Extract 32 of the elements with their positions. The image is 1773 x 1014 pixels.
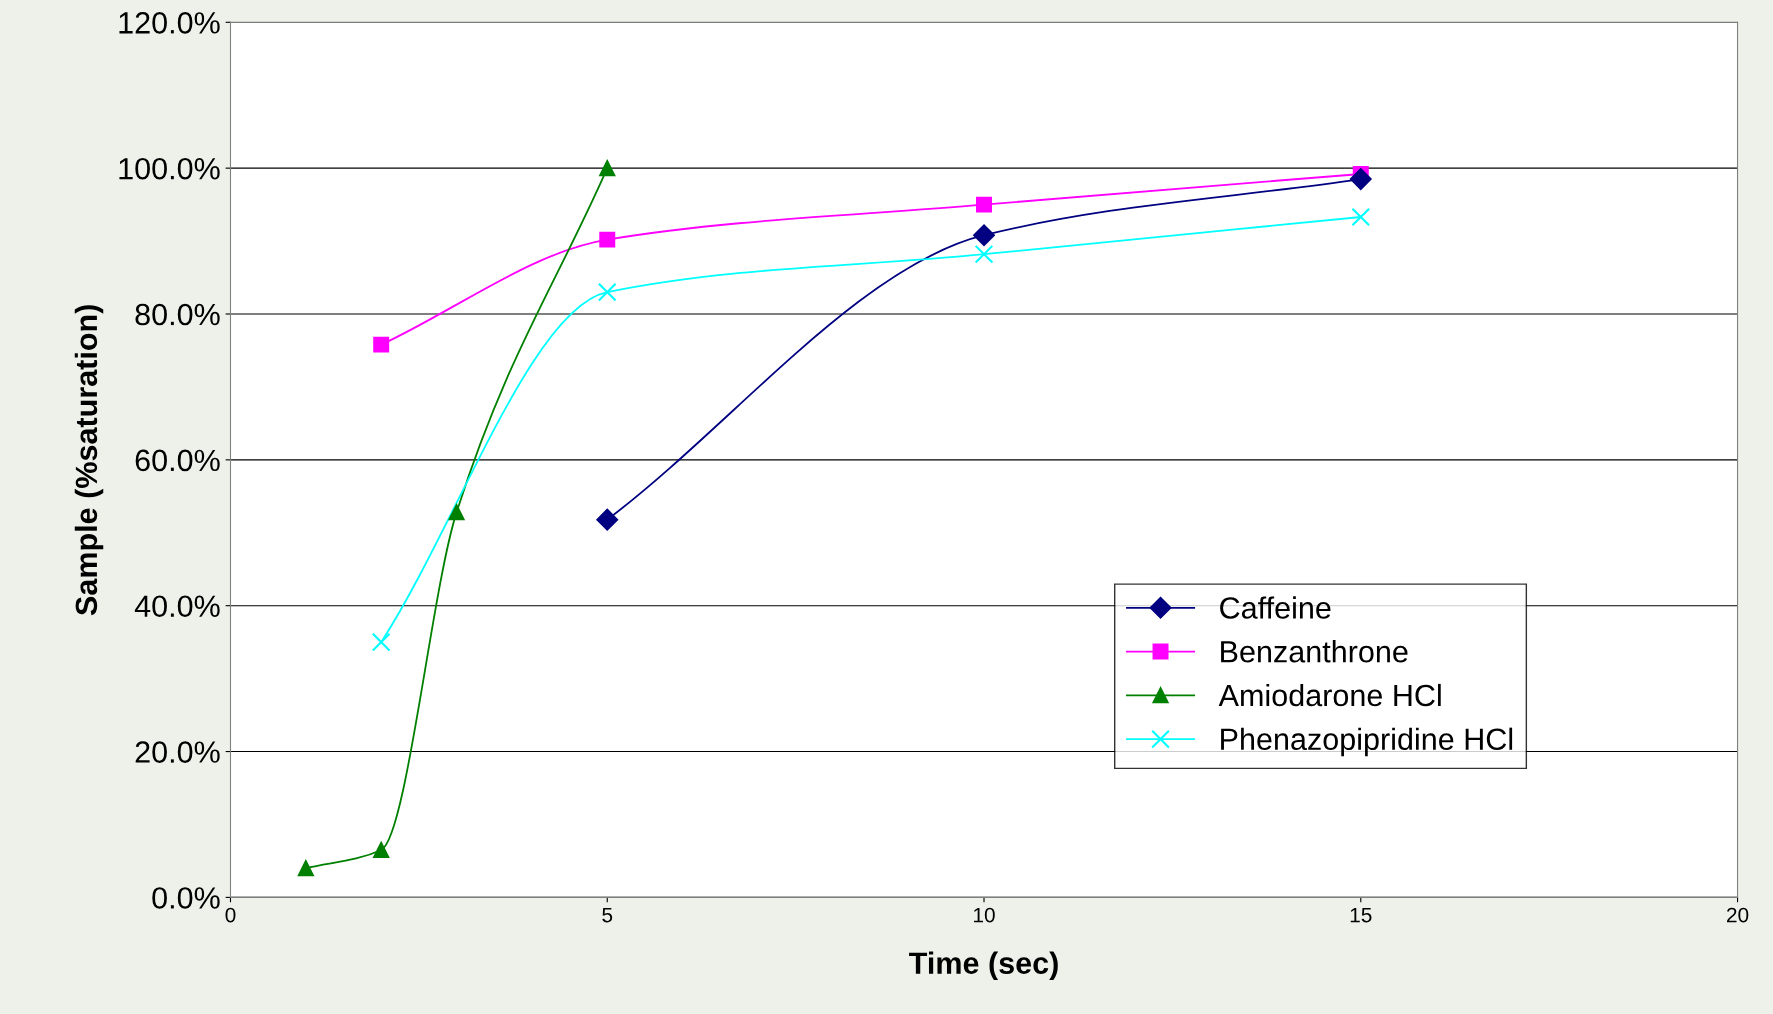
y-tick-label: 100.0% (119, 157, 220, 180)
x-tick-label: 0 (225, 907, 236, 923)
x-tick-label: 10 (974, 907, 995, 923)
x-tick-label: 15 (1350, 907, 1372, 923)
y-tick-label: 40.0% (134, 595, 220, 618)
x-tick-label: 20 (1727, 907, 1749, 923)
point (596, 508, 619, 531)
point (448, 504, 465, 521)
x-tick-label: 5 (602, 907, 613, 923)
legend-label: Benzanthrone (1221, 640, 1408, 663)
point (371, 632, 391, 652)
y-tick-label: 120.0% (119, 12, 220, 34)
point (599, 231, 616, 248)
point (599, 160, 616, 177)
legend-label: Phenazopipridine HCl (1221, 727, 1513, 757)
point (597, 282, 617, 302)
point (976, 196, 992, 213)
y-tick-label: 0.0% (152, 887, 220, 909)
point (973, 224, 995, 247)
point (373, 336, 390, 353)
y-tick-label: 80.0% (135, 303, 220, 326)
legend-label: Amiodarone HCl (1218, 683, 1441, 707)
y-tick-label: 20.0% (135, 741, 220, 763)
point (373, 842, 390, 858)
point (297, 860, 314, 877)
point (1349, 168, 1372, 190)
x-axis-title: Time (sec) (909, 951, 1058, 981)
legend-label: Caffeine (1220, 596, 1331, 619)
y-tick-label: 60.0% (135, 449, 220, 472)
y-axis-title: Sample (%saturation) (74, 305, 104, 616)
point (974, 244, 994, 264)
point (1351, 207, 1371, 227)
